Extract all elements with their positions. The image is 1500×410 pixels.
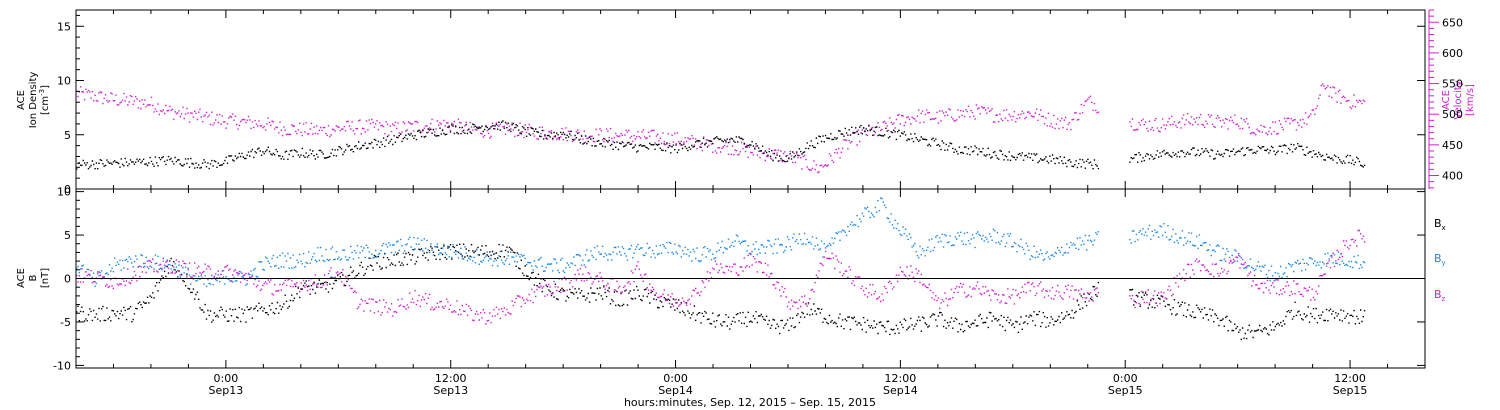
- x-tick-label-time: 12:00: [885, 372, 917, 385]
- x-tick-label-date: Sep14: [883, 384, 918, 397]
- velocity-tick-label: 400: [1442, 170, 1463, 183]
- density-tick-label: 5: [64, 129, 71, 142]
- density-tick-label: 15: [57, 20, 71, 33]
- legend-bx: Bx: [1434, 217, 1446, 232]
- bx-points: [76, 243, 1366, 341]
- density-points: [76, 120, 1366, 170]
- velocity-label-line1: ACE: [1441, 90, 1452, 110]
- x-tick-label-date: Sep13: [433, 384, 468, 397]
- velocity-tick-label: 550: [1442, 78, 1463, 91]
- b-tick-label: 10: [57, 186, 71, 199]
- b-label-line1: ACE: [16, 268, 27, 288]
- x-tick-label-time: 12:00: [1334, 372, 1366, 385]
- b-axis-label: ACE B [nT]: [16, 268, 51, 288]
- b-label-unit: [nT]: [40, 268, 51, 288]
- b-tick-label: -5: [60, 316, 71, 329]
- x-tick-label-date: Sep13: [209, 384, 244, 397]
- b-tick-label: -10: [53, 359, 71, 372]
- density-label-unit: [cm-3]: [38, 85, 51, 115]
- density-label-line1: ACE: [16, 90, 27, 110]
- x-tick-label-time: 0:00: [663, 372, 688, 385]
- velocity-tick-label: 650: [1442, 16, 1463, 29]
- x-tick-label-date: Sep14: [658, 384, 693, 397]
- density-label-line2: Ion Density: [28, 72, 39, 129]
- velocity-points: [76, 83, 1366, 174]
- velocity-label-line2: Velocity: [1453, 80, 1464, 119]
- x-tick-label-time: 12:00: [435, 372, 467, 385]
- density-tick-label: 10: [57, 75, 71, 88]
- bz-points: [76, 229, 1366, 325]
- x-tick-label-date: Sep15: [1333, 384, 1368, 397]
- by-points: [76, 197, 1366, 287]
- velocity-axis-label: ACE Velocity [km/s]: [1441, 80, 1476, 119]
- legend-by: By: [1434, 252, 1446, 267]
- x-axis-title: hours:minutes, Sep. 12, 2015 – Sep. 15, …: [624, 396, 876, 409]
- density-axis-label: ACE Ion Density [cm-3]: [16, 72, 51, 129]
- b-tick-label: 5: [64, 229, 71, 242]
- b-component-legend: Bx By Bz: [1434, 217, 1446, 303]
- velocity-label-unit: [km/s]: [1465, 84, 1476, 116]
- density-tick-label: 0: [64, 183, 71, 196]
- legend-bz: Bz: [1434, 288, 1446, 303]
- velocity-tick-label: 450: [1442, 139, 1463, 152]
- x-tick-label-date: Sep15: [1108, 384, 1143, 397]
- x-tick-label-time: 0:00: [1113, 372, 1138, 385]
- b-label-line2: B: [28, 274, 39, 281]
- density-velocity-panel: [75, 9, 1426, 190]
- b-tick-label: 0: [64, 273, 71, 286]
- velocity-tick-label: 500: [1442, 108, 1463, 121]
- velocity-tick-label: 600: [1442, 47, 1463, 60]
- plot-content: 051015400450500550600650-10-505100:00Sep…: [53, 9, 1463, 397]
- x-tick-label-time: 0:00: [214, 372, 239, 385]
